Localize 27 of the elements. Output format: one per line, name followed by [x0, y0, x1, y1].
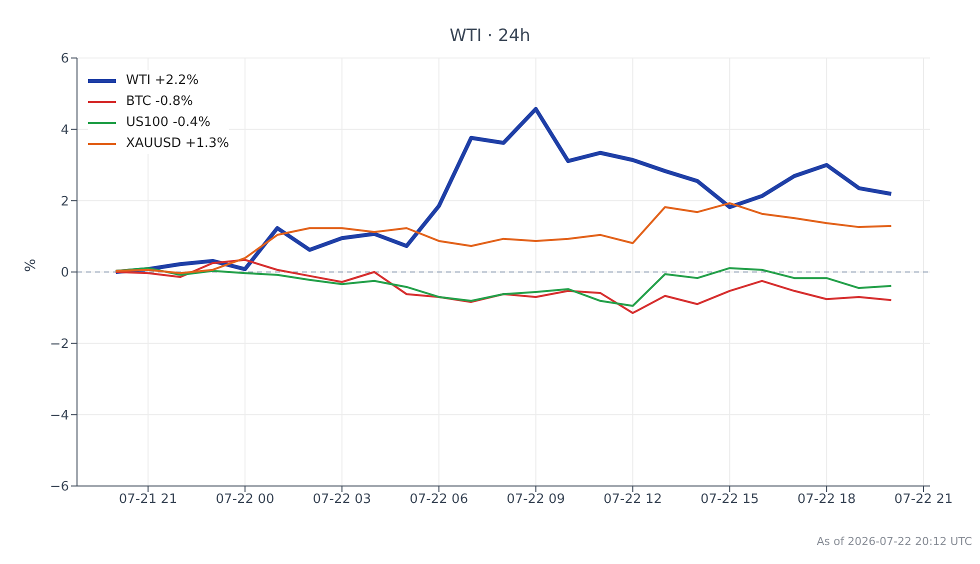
y-tick-label: −4 — [50, 408, 69, 424]
line-series — [114, 258, 892, 314]
y-tick-label: 4 — [60, 122, 69, 138]
chart-title: WTI · 24h — [448, 26, 532, 46]
x-tick-label: 07-21 21 — [118, 492, 178, 508]
x-tick-label: 07-22 09 — [506, 492, 566, 508]
legend-label: WTI +2.2% — [126, 72, 199, 90]
y-tick-label: 6 — [60, 52, 69, 67]
legend-label: US100 -0.4% — [126, 114, 210, 132]
line-series — [114, 107, 894, 274]
line-series — [114, 202, 892, 274]
text: As of 2026-07-22 20:12 UTC — [816, 535, 972, 548]
legend-label: BTC -0.8% — [126, 93, 194, 111]
line-series — [114, 267, 892, 307]
x-tick-label: 07-22 21 — [894, 492, 953, 508]
y-tick-label: 0 — [60, 266, 69, 281]
x-tick-label: 07-22 15 — [700, 492, 759, 508]
legend-label: XAUUSD +1.3% — [126, 135, 230, 153]
x-tick-label: 07-22 00 — [216, 492, 274, 508]
x-tick-label: 07-22 06 — [410, 492, 468, 508]
y-tick-label: −6 — [50, 480, 69, 495]
y-tick-label: −2 — [50, 336, 69, 352]
x-tick-label: 07-22 18 — [797, 492, 856, 508]
x-tick-label: 07-22 12 — [604, 492, 662, 508]
y-tick-label: 2 — [60, 194, 69, 210]
x-tick-label: 07-22 03 — [312, 492, 372, 508]
y-axis-title: % — [22, 258, 39, 272]
